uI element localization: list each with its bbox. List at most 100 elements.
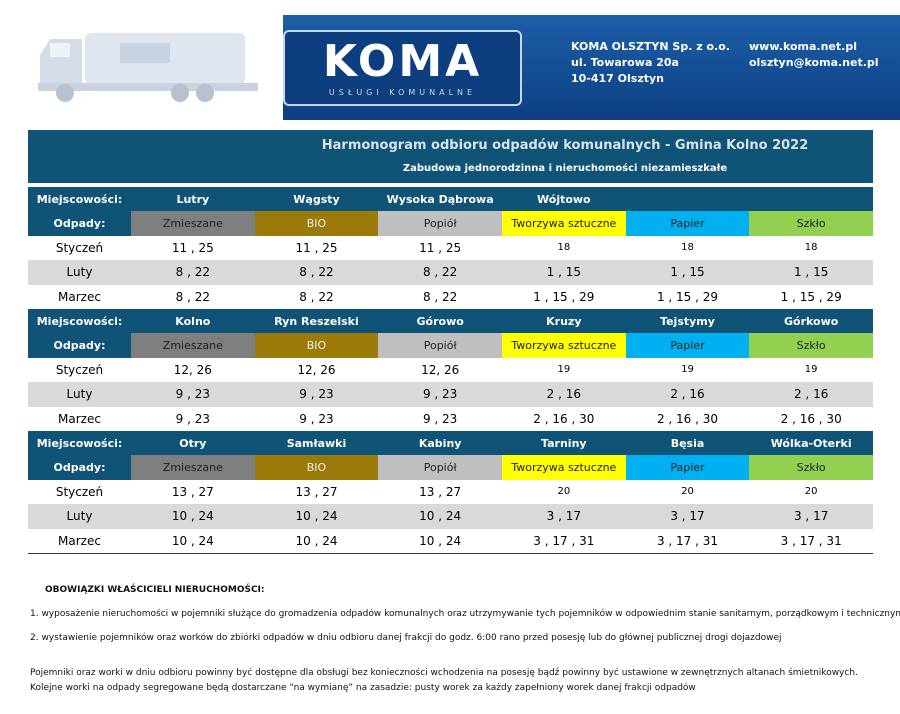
town-name: Otry <box>179 436 207 450</box>
pickup-dates: 1 , 15 , 29 <box>533 289 595 304</box>
note-footer: Pojemniki oraz worki w dniu odbioru powi… <box>30 668 858 678</box>
table-border <box>28 553 873 554</box>
pickup-dates: 8 , 22 <box>422 289 458 304</box>
title-bar <box>28 130 873 183</box>
pickup-dates: 2 , 16 , 30 <box>533 411 595 426</box>
pickup-dates: 12, 26 <box>173 362 212 377</box>
town-name: Kabiny <box>418 436 462 450</box>
waste-type: Papier <box>625 455 750 480</box>
month: Luty <box>66 265 93 280</box>
waste-type: Zmieszane <box>131 211 255 236</box>
pickup-dates: 11 , 25 <box>171 240 214 255</box>
waste-type: Szkło <box>749 211 873 236</box>
waste-type: Zmieszane <box>131 455 255 480</box>
month-row-bg <box>28 479 873 505</box>
pickup-dates: 13 , 27 <box>419 484 462 499</box>
subtitle: Zabudowa jednorodzinna i nieruchomości n… <box>402 163 728 174</box>
waste-type: Popiół <box>378 333 502 358</box>
month-row-bg <box>28 284 873 309</box>
row-label: Miejscowości: <box>36 314 123 328</box>
month: Styczeń <box>55 362 104 377</box>
truck-illustration <box>38 33 258 102</box>
pickup-dates: 19 <box>681 364 694 376</box>
month-row-bg <box>28 504 873 529</box>
month-row-bg <box>28 357 873 383</box>
pickup-dates: 10 , 24 <box>171 509 214 524</box>
waste-type: Tworzywa sztuczne <box>502 211 626 236</box>
pickup-dates: 9 , 23 <box>175 411 210 426</box>
pickup-dates: 3 , 17 , 31 <box>656 533 719 548</box>
pickup-dates: 19 <box>804 364 818 376</box>
pickup-dates: 10 , 24 <box>295 509 338 524</box>
pickup-dates: 8 , 22 <box>175 289 210 304</box>
row-label: Miejscowości: <box>36 192 123 206</box>
pickup-dates: 3 , 17 , 31 <box>533 533 595 548</box>
pickup-dates: 9 , 23 <box>422 411 458 426</box>
pickup-dates: 18 <box>681 242 694 254</box>
pickup-dates: 20 <box>681 486 694 498</box>
company-line: 10-417 Olsztyn <box>571 72 664 85</box>
company-line: KOMA OLSZTYN Sp. z o.o. <box>571 40 730 53</box>
pickup-dates: 10 , 24 <box>419 509 462 524</box>
town-name: Wysoka Dąbrowa <box>386 192 494 206</box>
logo-subtitle: USŁUGI KOMUNALNE <box>328 88 477 97</box>
pickup-dates: 9 , 23 <box>299 387 334 402</box>
month-row-bg <box>28 406 873 431</box>
waste-type: Szkło <box>749 455 873 480</box>
note-item: 1. wyposażenie nieruchomości w pojemniki… <box>30 609 900 619</box>
waste-type: BIO <box>254 211 379 236</box>
month-row-bg <box>28 382 873 407</box>
pickup-dates: 8 , 22 <box>175 265 210 280</box>
town-name: Wójtowo <box>537 192 591 206</box>
pickup-dates: 13 , 27 <box>171 484 214 499</box>
town-name: Wólka-Oterki <box>770 436 852 450</box>
contact-line: www.koma.net.pl <box>749 40 857 53</box>
title: Harmonogram odbioru odpadów komunalnych … <box>321 138 809 153</box>
company-line: ul. Towarowa 20a <box>571 56 679 69</box>
note-footer: Kolejne worki na odpady segregowane będą… <box>30 683 696 693</box>
pickup-dates: 18 <box>804 242 818 254</box>
pickup-dates: 3 , 17 <box>793 509 829 524</box>
month-row-bg <box>28 260 873 285</box>
town-row-bg <box>28 309 873 334</box>
town-name: Tejstymy <box>660 314 715 328</box>
pickup-dates: 2 , 16 <box>793 387 829 402</box>
town-name: Ryn Reszelski <box>274 314 359 328</box>
town-name: Górkowo <box>784 314 839 328</box>
month: Styczeń <box>55 240 104 255</box>
pickup-dates: 12, 26 <box>297 362 336 377</box>
pickup-dates: 20 <box>804 486 818 498</box>
pickup-dates: 3 , 17 <box>670 509 705 524</box>
pickup-dates: 12, 26 <box>421 362 460 377</box>
town-name: Kolno <box>175 314 211 328</box>
pickup-dates: 3 , 17 <box>546 509 581 524</box>
town-name: Górowo <box>416 314 464 328</box>
pickup-dates: 9 , 23 <box>175 387 210 402</box>
pickup-dates: 1 , 15 <box>793 265 829 280</box>
logo: KOMA <box>322 36 483 87</box>
waste-type: Tworzywa sztuczne <box>502 333 626 358</box>
pickup-dates: 19 <box>557 364 571 376</box>
pickup-dates: 1 , 15 , 29 <box>780 289 842 304</box>
waste-type: Popiół <box>378 211 502 236</box>
town-name: Tarniny <box>541 436 587 450</box>
contact-line: olsztyn@koma.net.pl <box>749 56 879 69</box>
pickup-dates: 1 , 15 <box>670 265 705 280</box>
waste-type: Szkło <box>749 333 873 358</box>
waste-type: BIO <box>254 455 379 480</box>
pickup-dates: 9 , 23 <box>422 387 458 402</box>
pickup-dates: 8 , 22 <box>299 289 334 304</box>
row-label: Miejscowości: <box>36 436 123 450</box>
pickup-dates: 10 , 24 <box>171 533 214 548</box>
waste-type: BIO <box>254 333 379 358</box>
town-name: Lutry <box>176 192 210 206</box>
pickup-dates: 1 , 15 <box>546 265 581 280</box>
town-name: Kruzy <box>546 314 582 328</box>
pickup-dates: 8 , 22 <box>299 265 334 280</box>
pickup-dates: 2 , 16 <box>546 387 581 402</box>
pickup-dates: 8 , 22 <box>422 265 458 280</box>
pickup-dates: 10 , 24 <box>419 533 462 548</box>
pickup-dates: 9 , 23 <box>299 411 334 426</box>
pickup-dates: 3 , 17 , 31 <box>780 533 842 548</box>
